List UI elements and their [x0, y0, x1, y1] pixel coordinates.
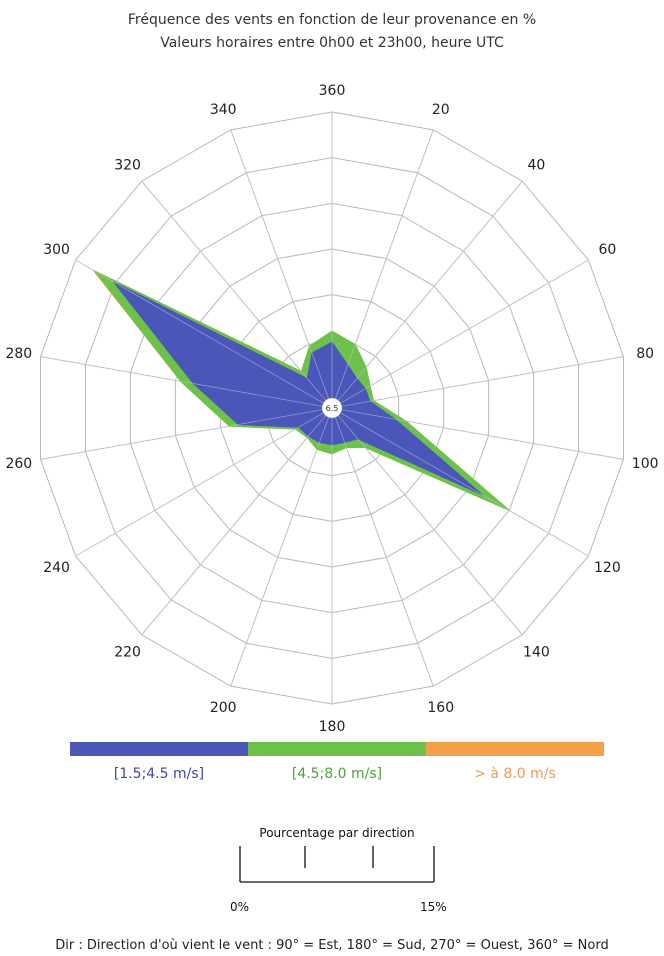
direction-label-160: 160: [427, 700, 454, 716]
legend-label-mid: [4.5;8.0 m/s]: [291, 766, 383, 782]
overlay-spoke: [40, 356, 333, 409]
direction-label-140: 140: [523, 645, 550, 661]
overlay-spoke: [331, 407, 624, 460]
direction-label-340: 340: [210, 102, 237, 118]
legend-swatch-mid: [248, 742, 426, 756]
overlay-spoke: [141, 180, 333, 409]
direction-label-320: 320: [114, 157, 141, 173]
direction-label-120: 120: [594, 560, 621, 576]
legend-swatch-high: [426, 742, 604, 756]
center-calm-circle: [321, 397, 343, 419]
legend-label-low: [1.5;4.5 m/s]: [113, 766, 205, 782]
overlay-spoke: [331, 407, 434, 687]
scale-min-label: 0%: [230, 900, 250, 914]
overlay-spoke: [141, 407, 333, 636]
direction-label-360: 360: [319, 83, 346, 99]
chart-title: Fréquence des vents en fonction de leur …: [127, 12, 537, 28]
direction-label-220: 220: [114, 645, 141, 661]
overlay-spoke: [331, 407, 589, 557]
scale-max-label: 15%: [420, 900, 447, 914]
overlay-spoke: [75, 259, 333, 409]
footnote: Dir : Direction d'où vient le vent : 90°…: [55, 938, 609, 953]
legend-swatch-low: [70, 742, 248, 756]
direction-label-60: 60: [598, 242, 616, 258]
overlay-spoke: [331, 356, 624, 409]
chart-subtitle: Valeurs horaires entre 0h00 et 23h00, he…: [160, 35, 504, 51]
direction-label-240: 240: [43, 560, 70, 576]
overlay-spoke: [230, 129, 333, 409]
overlay-spoke: [331, 407, 523, 636]
overlay-spoke: [40, 407, 333, 460]
overlay-spoke: [331, 180, 523, 409]
scale-title: Pourcentage par direction: [259, 826, 415, 840]
direction-label-200: 200: [210, 700, 237, 716]
direction-label-20: 20: [432, 102, 450, 118]
direction-label-280: 280: [5, 346, 32, 362]
direction-label-100: 100: [632, 456, 659, 472]
direction-label-80: 80: [636, 346, 654, 362]
direction-label-260: 260: [5, 456, 32, 472]
legend-label-high: > à 8.0 m/s: [474, 766, 556, 782]
overlay-spoke: [331, 259, 589, 409]
direction-label-40: 40: [527, 157, 545, 173]
center-calm-label: 6.5: [326, 404, 339, 413]
wind-rose-chart: 6.5 360 20 40 60 80 100 120 140 160 180 200 220 240 26…: [5, 83, 659, 735]
overlay-spoke: [75, 407, 333, 557]
overlay-spoke: [331, 129, 434, 409]
direction-label-300: 300: [43, 242, 70, 258]
overlay-spoke: [230, 407, 333, 687]
direction-label-180: 180: [319, 719, 346, 735]
